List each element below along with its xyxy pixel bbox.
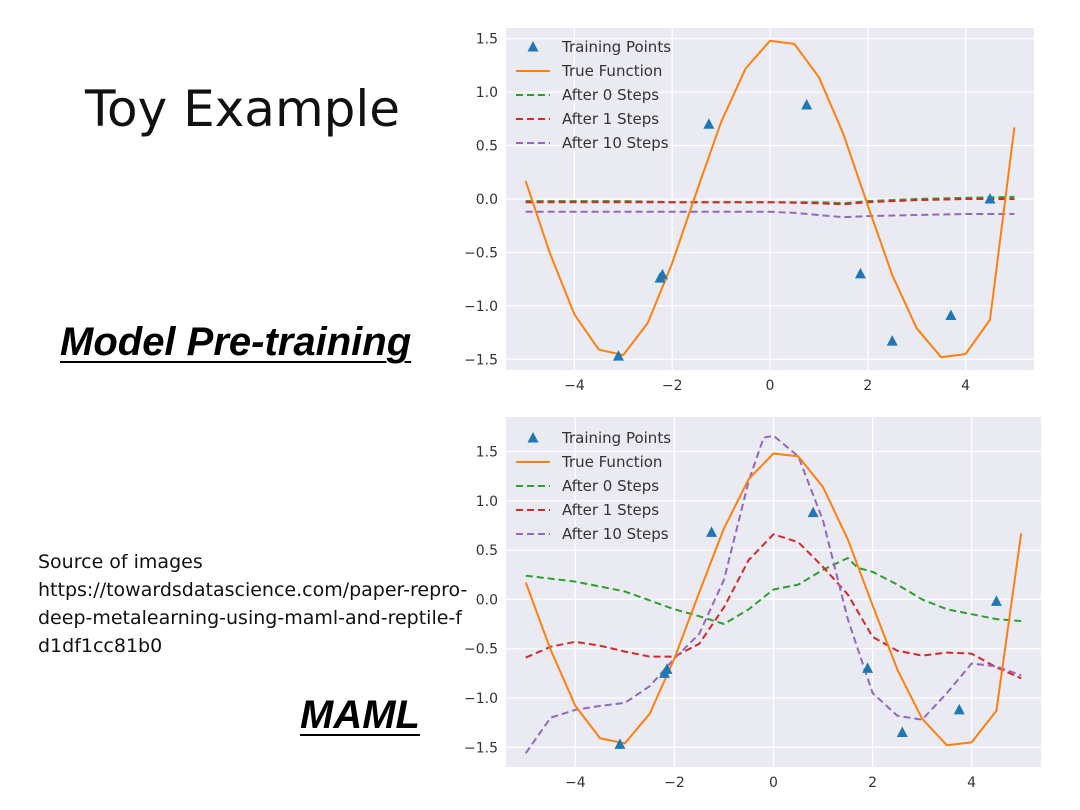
pretrain-x-tick-label: −2: [662, 378, 683, 394]
pretrain-x-tick-label: 2: [863, 378, 872, 394]
pretrain-training-point: [703, 118, 715, 129]
maml-y-tick-label: 0.0: [476, 592, 498, 608]
maml-y-tick-label: 1.5: [476, 445, 498, 461]
image-source-note: Source of images https://towardsdatascie…: [38, 548, 468, 660]
pretrain-x-tick-label: 0: [766, 378, 775, 394]
pretrain-legend-label: True Function: [561, 62, 662, 80]
pretrain-series-line: [525, 210, 1015, 219]
maml-series-line: [525, 557, 1022, 625]
pretrain-x-tick-label: 4: [961, 378, 970, 394]
maml-x-tick-label: 0: [769, 775, 778, 791]
pretrain-legend-label: After 10 Steps: [562, 134, 669, 152]
maml-series-line: [524, 452, 1023, 747]
pretrain-y-tick-label: 1.5: [476, 32, 498, 48]
maml-training-point: [614, 738, 626, 749]
maml-series-line: [524, 434, 1022, 754]
maml-legend-label: True Function: [561, 453, 662, 471]
maml-y-tick-label: −0.5: [464, 642, 498, 658]
maml-legend-label: Training Points: [561, 429, 671, 447]
maml-legend-label: After 10 Steps: [562, 525, 669, 543]
maml-training-point: [953, 703, 965, 715]
pretrain-training-point: [801, 98, 813, 110]
maml-legend-label: After 0 Steps: [562, 477, 659, 495]
pretrain-training-point: [984, 193, 996, 204]
pretrain-training-point: [854, 267, 866, 279]
maml-y-tick-label: 1.0: [476, 494, 498, 510]
maml-training-point: [807, 506, 819, 518]
maml-chart: −4 −2 0 2 4 1.5 1.0 0.5 0.0 −0.5 −1.0 −1.5 Training …: [464, 417, 1041, 791]
pretrain-training-point: [945, 309, 957, 320]
source-url: https://towardsdatascience.com/paper-rep…: [38, 579, 468, 657]
pretrain-y-tick-label: −1.5: [464, 352, 498, 368]
maml-y-tick-label: −1.5: [464, 740, 498, 756]
pretrain-y-tick-label: 0.0: [476, 192, 498, 208]
maml-training-point: [862, 662, 874, 673]
source-heading: Source of images: [38, 551, 203, 573]
maml-x-tick-label: 2: [868, 775, 877, 791]
maml-series-line: [525, 533, 1022, 680]
maml-training-point: [706, 526, 718, 537]
pretrain-legend-marker: [527, 41, 539, 52]
maml-training-point: [661, 663, 673, 674]
maml-x-tick-label: −2: [664, 775, 685, 791]
pretrain-legend-label: Training Points: [561, 38, 671, 56]
pretrain-legend-label: After 1 Steps: [562, 110, 659, 128]
model-pretraining-chart: −4 −2 0 2 4 1.5 1.0 0.5 0.0 −0.5 −1.0 −1.5 Training …: [464, 28, 1034, 394]
maml-x-tick-label: −4: [565, 775, 586, 791]
pretrain-y-tick-label: −1.0: [464, 299, 498, 315]
pretrain-training-point: [886, 335, 898, 346]
maml-y-tick-label: −1.0: [464, 691, 498, 707]
pretrain-y-tick-label: 1.0: [476, 85, 498, 101]
pretrain-training-point: [612, 350, 624, 361]
model-pretraining-label: Model Pre-training: [60, 320, 412, 364]
pretrain-training-point: [656, 268, 668, 280]
maml-x-tick-label: 4: [967, 775, 976, 791]
maml-legend-marker: [527, 432, 539, 443]
pretrain-x-tick-label: −4: [564, 378, 585, 394]
pretrain-y-tick-label: −0.5: [464, 245, 498, 261]
pretrain-series-line: [524, 39, 1016, 359]
maml-training-point: [896, 726, 908, 737]
pretrain-y-tick-label: 0.5: [476, 139, 498, 155]
slide-title: Toy Example: [85, 80, 401, 138]
maml-legend-label: After 1 Steps: [562, 501, 659, 519]
pretrain-legend-label: After 0 Steps: [562, 86, 659, 104]
maml-training-point: [990, 595, 1002, 606]
pretrain-series-line: [525, 198, 1015, 206]
maml-label: MAML: [300, 693, 420, 737]
maml-y-tick-label: 0.5: [476, 543, 498, 559]
